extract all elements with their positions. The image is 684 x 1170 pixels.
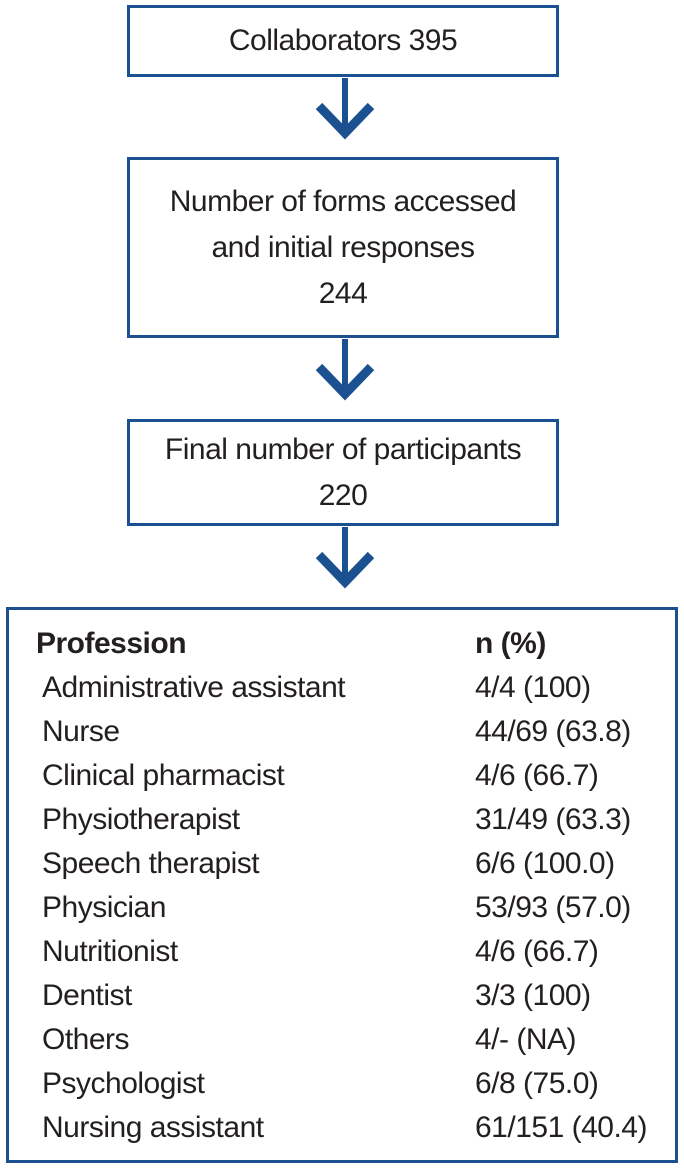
- table-rows: Administrative assistant 4/4 (100) Nurse…: [36, 666, 675, 1150]
- value-cell: 6/6 (100.0): [475, 847, 615, 880]
- table-row: Speech therapist 6/6 (100.0): [36, 842, 675, 886]
- value-cell: 6/8 (75.0): [475, 1067, 599, 1100]
- profession-table: Profession n (%) Administrative assistan…: [6, 607, 678, 1163]
- profession-cell: Physiotherapist: [42, 803, 240, 836]
- flow-box-text: Collaborators 395: [228, 24, 458, 57]
- table-row: Dentist 3/3 (100): [36, 974, 675, 1018]
- down-arrow-icon: [315, 339, 375, 401]
- profession-cell: Clinical pharmacist: [42, 759, 285, 792]
- table-row: Nutritionist 4/6 (66.7): [36, 930, 675, 974]
- profession-cell: Physician: [42, 891, 166, 924]
- profession-cell: Psychologist: [42, 1067, 205, 1100]
- value-cell: 4/6 (66.7): [475, 759, 599, 792]
- table-row: Psychologist 6/8 (75.0): [36, 1062, 675, 1106]
- down-arrow-icon: [315, 78, 375, 140]
- n-percent-header: n (%): [475, 627, 546, 660]
- profession-cell: Administrative assistant: [42, 671, 346, 704]
- value-cell: 4/6 (66.7): [475, 935, 599, 968]
- table-row: Administrative assistant 4/4 (100): [36, 666, 675, 710]
- flow-box-text: Final number of participants: [164, 432, 522, 466]
- value-cell: 53/93 (57.0): [475, 891, 631, 924]
- table-row: Nursing assistant 61/151 (40.4): [36, 1106, 675, 1150]
- profession-cell: Nutritionist: [42, 935, 178, 968]
- profession-cell: Nursing assistant: [42, 1111, 264, 1144]
- value-cell: 31/49 (63.3): [475, 803, 631, 836]
- flow-box-final-participants: Final number of participants 220: [127, 419, 559, 526]
- flow-box-text: Number of forms accessed: [169, 184, 517, 218]
- profession-cell: Speech therapist: [42, 847, 260, 880]
- flow-box-text: 244: [318, 276, 368, 310]
- profession-cell: Dentist: [42, 979, 132, 1012]
- table-header-row: Profession n (%): [36, 622, 675, 666]
- value-cell: 4/- (NA): [475, 1023, 577, 1056]
- value-cell: 3/3 (100): [475, 979, 591, 1012]
- value-cell: 44/69 (63.8): [475, 715, 631, 748]
- flow-box-text: 220: [318, 478, 368, 512]
- table-row: Clinical pharmacist 4/6 (66.7): [36, 754, 675, 798]
- down-arrow-icon: [315, 527, 375, 589]
- table-row: Others 4/- (NA): [36, 1018, 675, 1062]
- value-cell: 4/4 (100): [475, 671, 591, 704]
- table-row: Nurse 44/69 (63.8): [36, 710, 675, 754]
- profession-header: Profession: [36, 627, 187, 660]
- flow-box-forms-accessed: Number of forms accessed and initial res…: [127, 157, 559, 338]
- value-cell: 61/151 (40.4): [475, 1111, 647, 1144]
- profession-cell: Nurse: [42, 715, 120, 748]
- flow-box-collaborators: Collaborators 395: [127, 5, 559, 77]
- table-row: Physiotherapist 31/49 (63.3): [36, 798, 675, 842]
- table-row: Physician 53/93 (57.0): [36, 886, 675, 930]
- flow-box-text: and initial responses: [211, 230, 475, 264]
- profession-cell: Others: [42, 1023, 130, 1056]
